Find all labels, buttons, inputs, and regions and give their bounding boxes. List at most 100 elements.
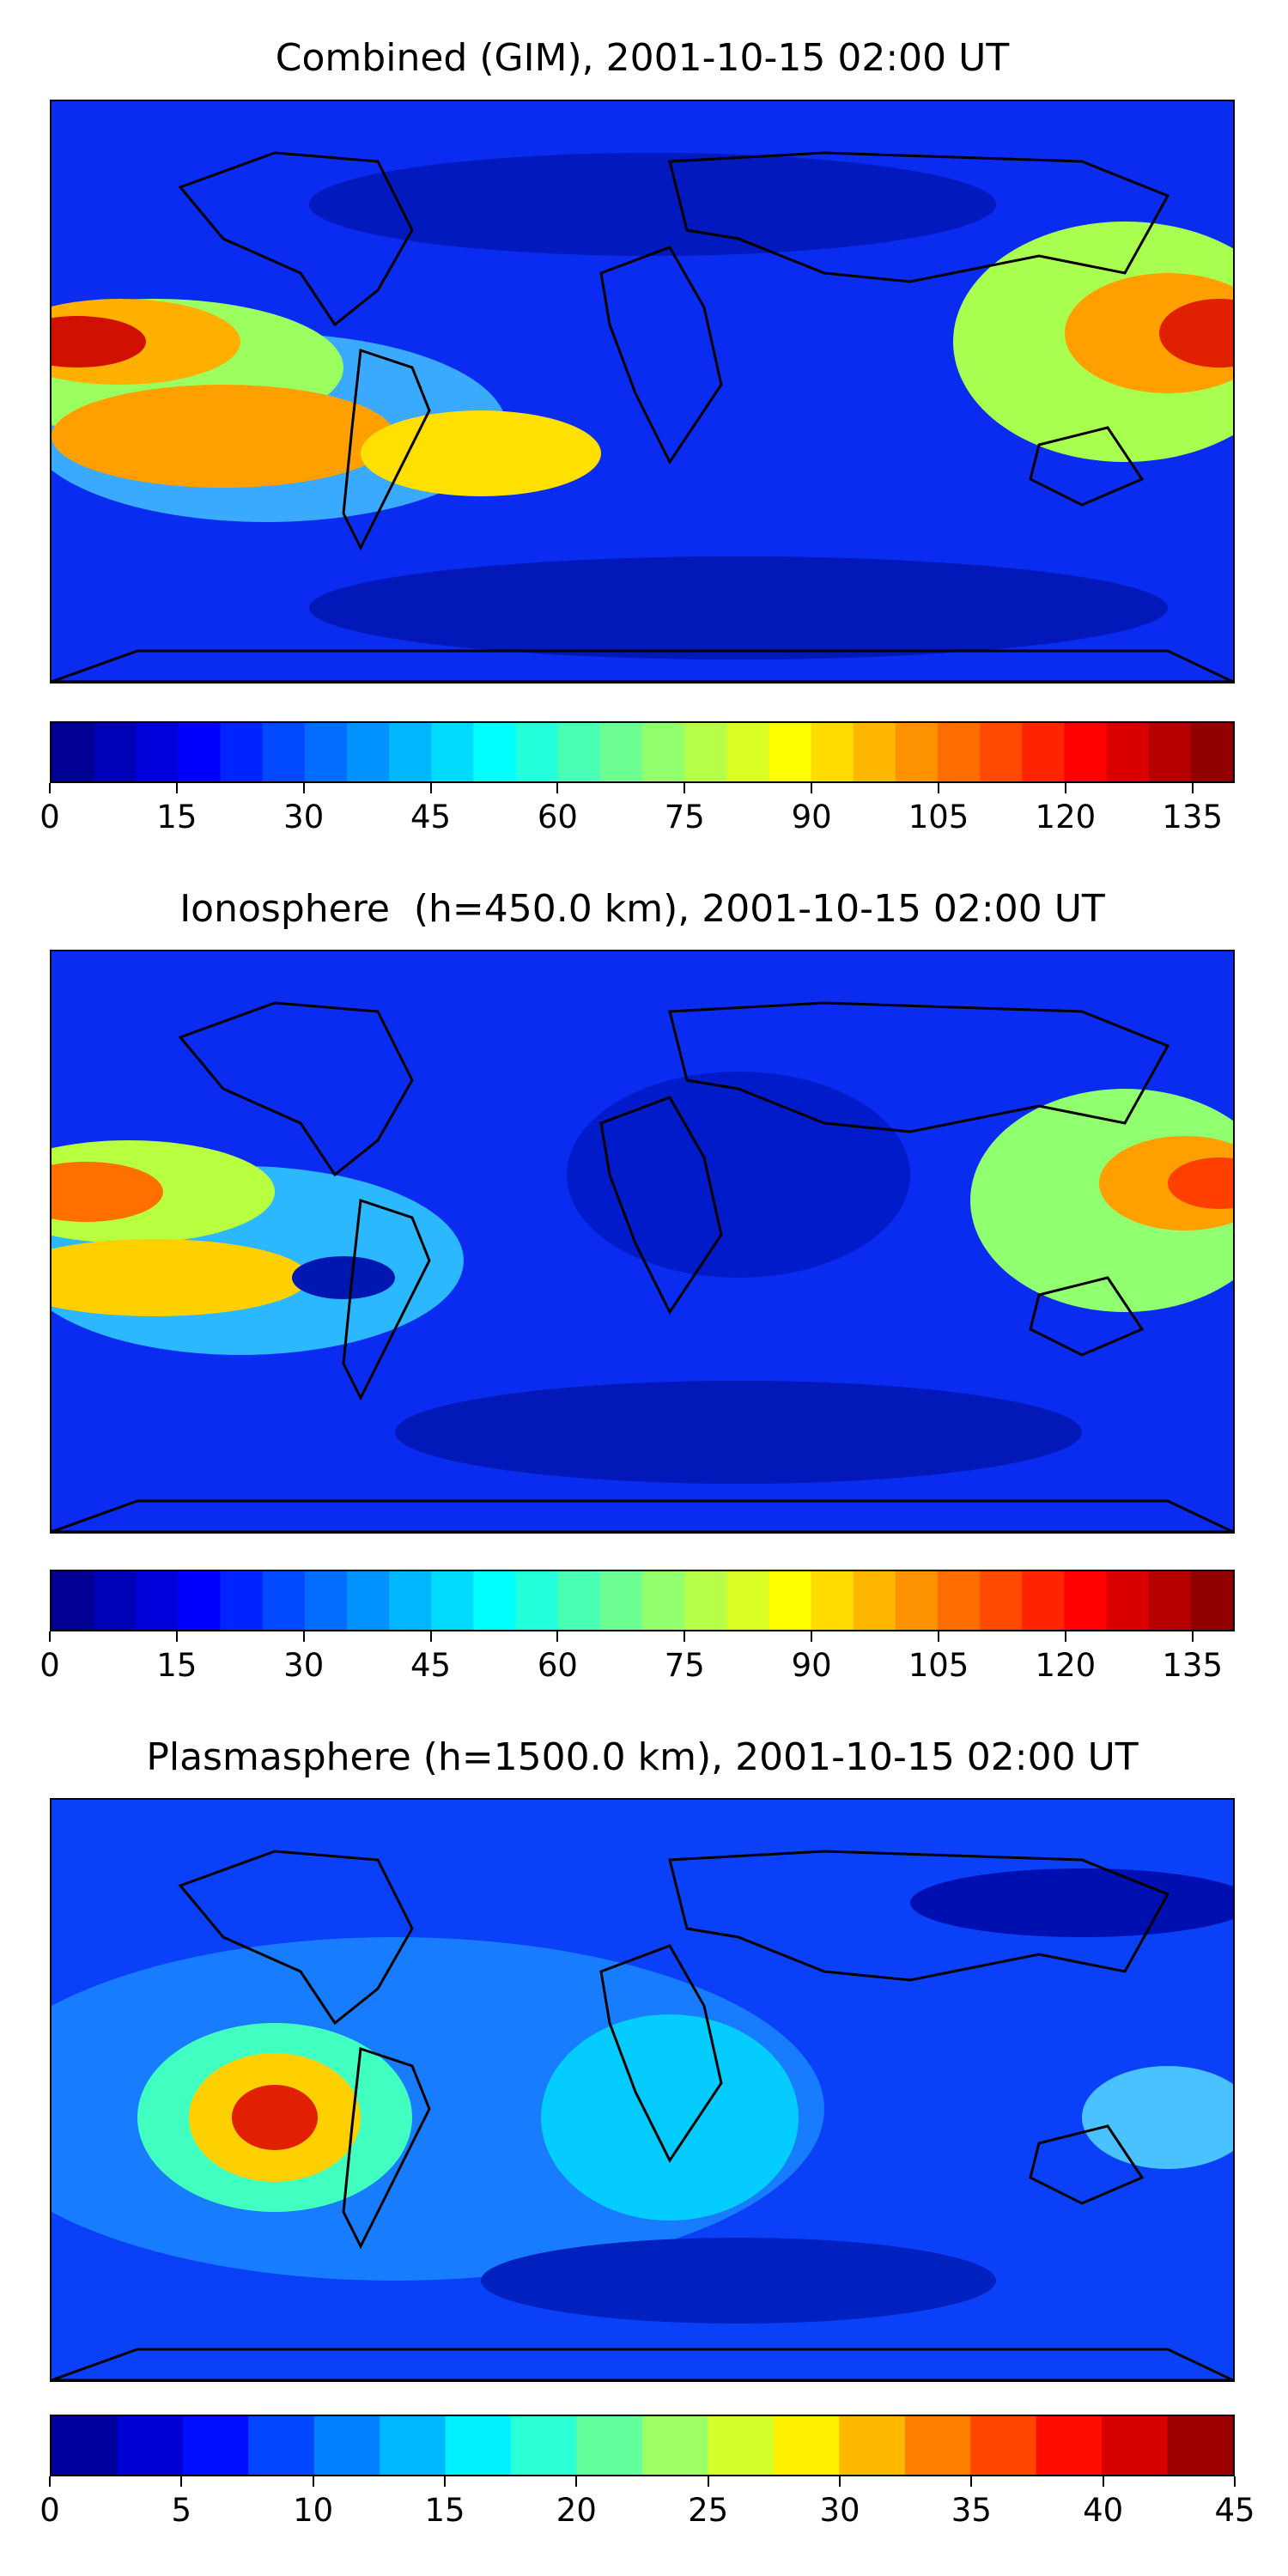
colorbar-tick-mark xyxy=(1064,1631,1066,1642)
colorbar-tick-mark xyxy=(1102,2476,1104,2487)
colorbar-tick-label: 60 xyxy=(537,1647,578,1684)
colorbar-tick-mark xyxy=(556,1631,559,1642)
colorbar-level-combined-8 xyxy=(389,723,432,781)
colorbar-level-combined-24 xyxy=(1064,723,1108,781)
colorbar-level-plasmasphere-10 xyxy=(708,2416,775,2475)
colorbar-tick-mark xyxy=(1191,783,1194,793)
colorbar-tick-label: 120 xyxy=(1035,1647,1097,1684)
colorbar-tick-mark xyxy=(49,1631,51,1642)
colorbar-level-combined-25 xyxy=(1106,723,1150,781)
colorbar-tick-mark xyxy=(175,1631,178,1642)
colorbar-tick-mark xyxy=(429,1631,432,1642)
colorbar-tick-label: 45 xyxy=(410,1647,452,1684)
colorbar-tick-mark xyxy=(707,2476,709,2487)
colorbar-tick-mark xyxy=(175,783,178,793)
colorbar-level-combined-16 xyxy=(726,723,770,781)
colorbar-level-ionosphere-20 xyxy=(895,1571,939,1630)
colorbar-level-ionosphere-0 xyxy=(52,1571,94,1630)
colorbar-level-ionosphere-18 xyxy=(811,1571,854,1630)
colorbar-level-plasmasphere-11 xyxy=(773,2416,840,2475)
colorbar-level-combined-9 xyxy=(431,723,475,781)
colorbar-level-combined-10 xyxy=(473,723,517,781)
colorbar-level-plasmasphere-6 xyxy=(445,2416,512,2475)
colorbar-level-combined-0 xyxy=(52,723,94,781)
colorbar-tick-label: 20 xyxy=(556,2492,597,2529)
colorbar-tick-label: 135 xyxy=(1162,1647,1224,1684)
colorbar-level-ionosphere-2 xyxy=(136,1571,179,1630)
colorbar-tick-mark xyxy=(683,783,686,793)
colorbar-tick-label: 45 xyxy=(1214,2492,1255,2529)
map-combined-svg xyxy=(52,101,1233,682)
colorbar-level-plasmasphere-15 xyxy=(1036,2416,1103,2475)
colorbar-level-ionosphere-3 xyxy=(178,1571,222,1630)
colorbar-level-ionosphere-17 xyxy=(769,1571,812,1630)
colorbar-level-combined-3 xyxy=(178,723,222,781)
colorbar-level-plasmasphere-0 xyxy=(52,2416,118,2475)
colorbar-plasmasphere-svg xyxy=(52,2416,1233,2475)
colorbar-level-ionosphere-5 xyxy=(262,1571,306,1630)
colorbar-level-plasmasphere-16 xyxy=(1102,2416,1169,2475)
colorbar-tick-label: 35 xyxy=(951,2492,992,2529)
colorbar-level-ionosphere-25 xyxy=(1106,1571,1150,1630)
colorbar-tick-label: 75 xyxy=(664,799,705,835)
map-plasmasphere xyxy=(50,1798,1235,2382)
colorbar-tick-label: 105 xyxy=(908,799,969,835)
colorbar-level-combined-19 xyxy=(853,723,896,781)
colorbar-level-combined-5 xyxy=(262,723,306,781)
colorbar-level-ionosphere-26 xyxy=(1148,1571,1192,1630)
colorbar-level-ionosphere-8 xyxy=(389,1571,432,1630)
colorbar-tick-mark xyxy=(302,1631,305,1642)
colorbar-level-combined-12 xyxy=(557,723,601,781)
colorbar-tick-mark xyxy=(180,2476,183,2487)
colorbar-ticks-combined: 0 15 30 45 60 75 90 105 120 135 xyxy=(39,783,1235,860)
colorbar-ionosphere xyxy=(50,1570,1235,1631)
colorbar-level-combined-22 xyxy=(980,723,1023,781)
colorbar-ionosphere-svg xyxy=(52,1571,1233,1630)
colorbar-tick-label: 75 xyxy=(664,1647,705,1684)
colorbar-level-plasmasphere-4 xyxy=(313,2416,380,2475)
colorbar-tick-label: 25 xyxy=(688,2492,729,2529)
colorbar-level-ionosphere-27 xyxy=(1190,1571,1233,1630)
colorbar-level-ionosphere-13 xyxy=(599,1571,643,1630)
colorbar-level-plasmasphere-17 xyxy=(1167,2416,1233,2475)
colorbar-level-ionosphere-23 xyxy=(1022,1571,1066,1630)
colorbar-level-combined-20 xyxy=(895,723,939,781)
colorbar-tick-label: 135 xyxy=(1162,799,1224,835)
colorbar-level-combined-27 xyxy=(1190,723,1233,781)
colorbar-ticks-plasmasphere: 0 5 10 15 20 25 30 35 40 45 xyxy=(39,2476,1255,2554)
colorbar-tick-label: 40 xyxy=(1083,2492,1124,2529)
colorbar-combined-svg xyxy=(52,723,1233,781)
colorbar-level-plasmasphere-14 xyxy=(970,2416,1037,2475)
colorbar-level-combined-15 xyxy=(684,723,727,781)
colorbar-tick-label: 105 xyxy=(908,1647,969,1684)
colorbar-level-combined-11 xyxy=(515,723,559,781)
colorbar-level-ionosphere-9 xyxy=(431,1571,475,1630)
colorbar-tick-label: 0 xyxy=(39,799,60,835)
colorbar-tick-label: 15 xyxy=(156,1647,197,1684)
colorbar-tick-label: 0 xyxy=(39,1647,60,1684)
colorbar-tick-mark xyxy=(811,1631,813,1642)
map-ionosphere xyxy=(50,950,1235,1534)
colorbar-tick-label: 5 xyxy=(171,2492,192,2529)
colorbar-tick-mark xyxy=(970,2476,973,2487)
colorbar-tick-label: 45 xyxy=(410,799,452,835)
colorbar-tick-mark xyxy=(429,783,432,793)
colorbar-combined xyxy=(50,721,1235,783)
colorbar-level-ionosphere-10 xyxy=(473,1571,517,1630)
colorbar-level-combined-26 xyxy=(1148,723,1192,781)
colorbar-tick-mark xyxy=(1234,2476,1236,2487)
map-plasmasphere-svg xyxy=(52,1800,1233,2380)
colorbar-level-ionosphere-21 xyxy=(938,1571,981,1630)
colorbar-tick-label: 0 xyxy=(39,2492,60,2529)
colorbar-level-ionosphere-16 xyxy=(726,1571,770,1630)
colorbar-tick-label: 90 xyxy=(791,799,832,835)
colorbar-ticks-ionosphere: 0 15 30 45 60 75 90 105 120 135 xyxy=(39,1631,1235,1709)
colorbar-level-ionosphere-12 xyxy=(557,1571,601,1630)
colorbar-tick-mark xyxy=(1191,1631,1194,1642)
colorbar-level-plasmasphere-1 xyxy=(117,2416,184,2475)
colorbar-tick-label: 30 xyxy=(283,1647,325,1684)
colorbar-tick-mark xyxy=(811,783,813,793)
colorbar-tick-mark xyxy=(683,1631,686,1642)
colorbar-level-combined-4 xyxy=(220,723,264,781)
colorbar-tick-mark xyxy=(575,2476,578,2487)
